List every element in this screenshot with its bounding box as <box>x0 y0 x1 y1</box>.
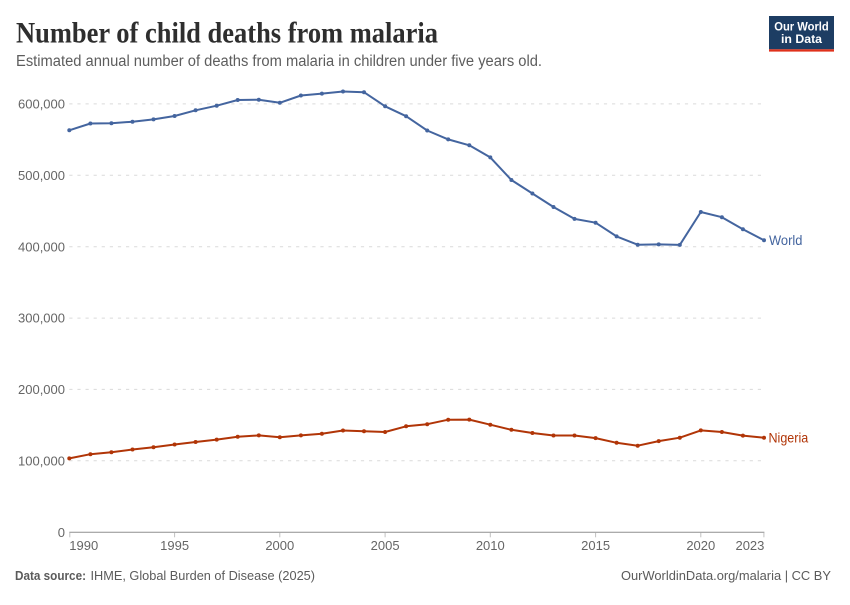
svg-text:Number of child deaths from ma: Number of child deaths from malaria <box>16 17 438 50</box>
svg-text:IHME, Global Burden of Disease: IHME, Global Burden of Disease (2025) <box>91 568 316 583</box>
svg-text:1995: 1995 <box>160 538 189 553</box>
svg-text:400,000: 400,000 <box>18 239 65 254</box>
svg-text:200,000: 200,000 <box>18 382 65 397</box>
svg-text:2015: 2015 <box>581 538 610 553</box>
svg-text:0: 0 <box>58 525 65 540</box>
svg-text:2023: 2023 <box>735 538 764 553</box>
svg-text:600,000: 600,000 <box>18 97 65 112</box>
svg-text:Our World: Our World <box>774 20 829 34</box>
svg-text:500,000: 500,000 <box>18 168 65 183</box>
svg-text:Estimated annual number of dea: Estimated annual number of deaths from m… <box>16 53 542 70</box>
svg-text:2005: 2005 <box>371 538 400 553</box>
svg-text:Nigeria: Nigeria <box>769 429 809 445</box>
svg-text:100,000: 100,000 <box>18 453 65 468</box>
svg-text:1990: 1990 <box>69 538 98 553</box>
svg-text:in Data: in Data <box>781 32 822 46</box>
svg-text:OurWorldinData.org/malaria | C: OurWorldinData.org/malaria | CC BY <box>621 568 831 583</box>
svg-text:Data source:: Data source: <box>15 568 86 583</box>
svg-text:2000: 2000 <box>265 538 294 553</box>
svg-text:300,000: 300,000 <box>18 311 65 326</box>
svg-text:2020: 2020 <box>686 538 715 553</box>
svg-text:World: World <box>769 232 802 248</box>
svg-text:2010: 2010 <box>476 538 505 553</box>
